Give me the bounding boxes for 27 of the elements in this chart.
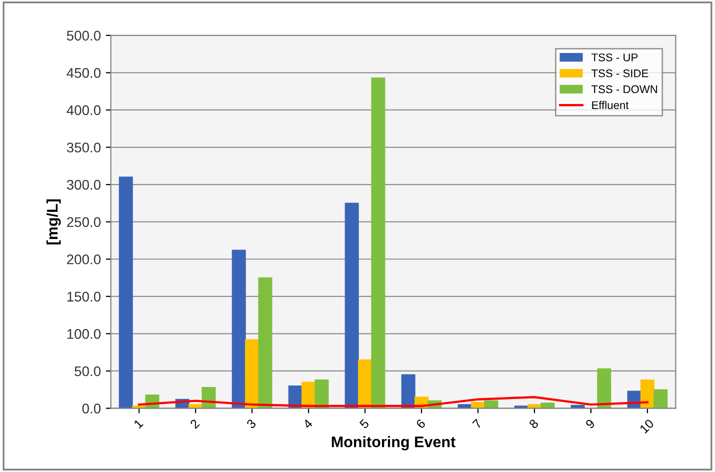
legend-label: TSS - SIDE (591, 69, 648, 78)
y-tick-label: 400.0 (66, 105, 101, 116)
x-tick-label: 10 (639, 418, 654, 434)
legend-label: TSS - UP (591, 53, 638, 62)
x-tick-label: 9 (585, 418, 596, 429)
x-tick-label: 5 (359, 418, 370, 430)
y-tick-label: 500.0 (66, 30, 101, 41)
x-tick-label: 6 (416, 418, 426, 429)
x-tick-label: 8 (528, 418, 539, 430)
y-tick-label: 250.0 (67, 217, 101, 228)
x-tick-label: 4 (302, 418, 314, 430)
x-tick-label: 2 (190, 418, 200, 429)
legend-label: TSS - DOWN (591, 85, 657, 94)
y-tick-label: 300.0 (66, 180, 101, 190)
y-tick-label: 350.0 (66, 142, 101, 152)
x-axis-title: Monitoring Event (332, 436, 456, 450)
y-axis-title: [mg/L] (46, 199, 61, 244)
y-tick-label: 200.0 (67, 254, 101, 264)
y-tick-label: 0.0 (82, 404, 101, 414)
x-tick-label: 3 (246, 418, 256, 430)
y-tick-label: 50.0 (74, 366, 101, 376)
y-tick-label: 100.0 (67, 329, 101, 339)
x-tick-label: 1 (133, 418, 144, 429)
x-tick-label: 7 (472, 418, 482, 429)
y-tick-label: 450.0 (66, 68, 101, 78)
y-tick-label: 150.0 (67, 292, 101, 302)
legend-label: Effluent (592, 100, 629, 110)
